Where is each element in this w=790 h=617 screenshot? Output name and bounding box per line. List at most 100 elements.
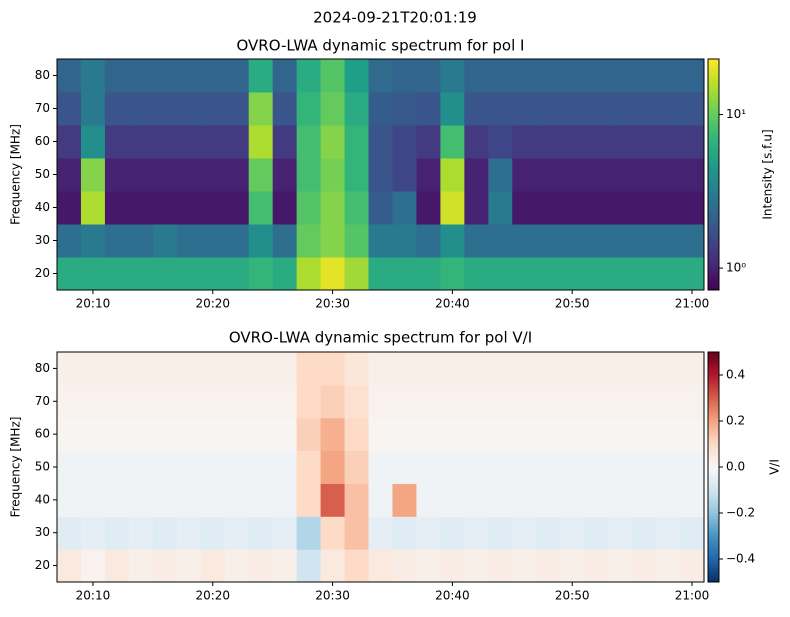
heatmap-cell xyxy=(224,450,250,484)
colorbar-segment xyxy=(708,513,719,517)
heatmap-cell xyxy=(80,417,106,452)
heatmap-cell xyxy=(368,549,393,583)
heatmap-cell xyxy=(80,191,106,225)
heatmap-cell xyxy=(176,257,202,291)
colorbar-segment xyxy=(708,249,719,253)
heatmap-cell xyxy=(584,549,609,583)
heatmap-cell xyxy=(224,549,250,583)
colorbar-segment xyxy=(708,139,719,144)
heatmap-cell xyxy=(584,384,609,419)
heatmap-cell xyxy=(176,92,202,126)
heatmap-cell xyxy=(344,516,370,550)
heatmap-cell xyxy=(344,158,370,192)
colorbar-segment xyxy=(708,547,719,551)
colorbar-segment xyxy=(708,255,719,259)
heatmap-cell xyxy=(392,125,417,159)
heatmap-cell xyxy=(176,352,202,386)
colorbar-segment xyxy=(708,481,719,485)
heatmap-cell xyxy=(680,224,705,258)
heatmap-cell xyxy=(512,92,537,126)
heatmap-cell xyxy=(272,257,298,291)
heatmap-cell xyxy=(512,549,537,583)
colorbar-segment xyxy=(708,469,719,474)
heatmap-cell xyxy=(224,92,250,126)
colorbar-segment xyxy=(708,266,719,271)
heatmap-cell xyxy=(368,92,393,126)
heatmap-cell xyxy=(128,549,154,583)
heatmap-cell xyxy=(80,257,106,291)
heatmap-cell xyxy=(104,257,130,291)
heatmap-cell xyxy=(320,257,346,291)
colorbar-tick-label: 0.4 xyxy=(726,368,745,382)
heatmap-cell xyxy=(104,59,130,93)
y-tick-label: 60 xyxy=(35,134,50,148)
heatmap-cell xyxy=(656,125,681,159)
heatmap-cell xyxy=(200,450,226,484)
heatmap-cell xyxy=(344,191,370,225)
colorbar-frame xyxy=(707,58,720,291)
heatmap-cell xyxy=(560,92,585,126)
heatmap-cell xyxy=(200,59,226,93)
colorbar-segment xyxy=(708,232,719,236)
heatmap-cell xyxy=(320,384,346,419)
heatmap-cell xyxy=(656,516,681,550)
heatmap-cell xyxy=(632,417,657,452)
heatmap-cell xyxy=(200,125,226,159)
colorbar-segment xyxy=(708,366,719,370)
heatmap-cell xyxy=(248,352,274,386)
heatmap-cell xyxy=(296,417,322,452)
heatmap-cell xyxy=(488,549,513,583)
colorbar-segment xyxy=(708,168,719,173)
heatmap-cell xyxy=(488,257,513,291)
colorbar-segment xyxy=(708,415,719,419)
heatmap-cell xyxy=(128,483,154,517)
colorbar-segment xyxy=(708,151,719,155)
heatmap-cell xyxy=(608,59,633,93)
heatmap-cell xyxy=(416,257,441,291)
heatmap-cell xyxy=(272,224,298,258)
heatmap-cell xyxy=(57,483,82,517)
y-tick-label: 20 xyxy=(35,266,50,280)
colorbar-segment xyxy=(708,142,719,147)
heatmap-cell xyxy=(608,549,633,583)
heatmap-cell xyxy=(224,224,250,258)
heatmap-cell xyxy=(488,224,513,258)
heatmap-cell xyxy=(320,59,346,93)
heatmap-cell xyxy=(464,450,489,484)
heatmap-cell xyxy=(152,483,178,517)
heatmap-cell xyxy=(536,417,561,452)
heatmap-cell xyxy=(680,352,705,386)
colorbar-segment xyxy=(708,487,719,491)
heatmap-cell xyxy=(176,158,202,192)
heatmap-cell xyxy=(488,384,513,419)
heatmap-cell xyxy=(128,417,154,452)
colorbar-segment xyxy=(708,278,719,282)
x-tick-label: 20:20 xyxy=(195,589,230,603)
heatmap-cell xyxy=(464,516,489,550)
heatmap-cell xyxy=(488,125,513,159)
colorbar-segment xyxy=(708,435,719,439)
colorbar-segment xyxy=(708,553,719,557)
heatmap-cell xyxy=(248,158,274,192)
heatmap-cell xyxy=(128,257,154,291)
heatmap-cell xyxy=(320,92,346,126)
heatmap-cell xyxy=(344,549,370,583)
heatmap-cell xyxy=(272,191,298,225)
x-tick-label: 20:10 xyxy=(76,297,111,311)
colorbar-segment xyxy=(708,550,719,554)
colorbar-segment xyxy=(708,82,719,86)
colorbar-segment xyxy=(708,235,719,239)
colorbar-segment xyxy=(708,561,719,566)
heatmap-cell xyxy=(344,59,370,93)
x-tick-label: 20:50 xyxy=(555,589,590,603)
colorbar-segment xyxy=(708,76,719,80)
colorbar-segment xyxy=(708,409,719,413)
colorbar-segment xyxy=(708,444,719,448)
heatmap-cell xyxy=(57,224,82,258)
heatmap-cell xyxy=(104,352,130,386)
heatmap-cell xyxy=(224,158,250,192)
heatmap-cell xyxy=(344,417,370,452)
colorbar-segment xyxy=(708,421,719,425)
heatmap-cell xyxy=(512,352,537,386)
heatmap-cell xyxy=(80,92,106,126)
